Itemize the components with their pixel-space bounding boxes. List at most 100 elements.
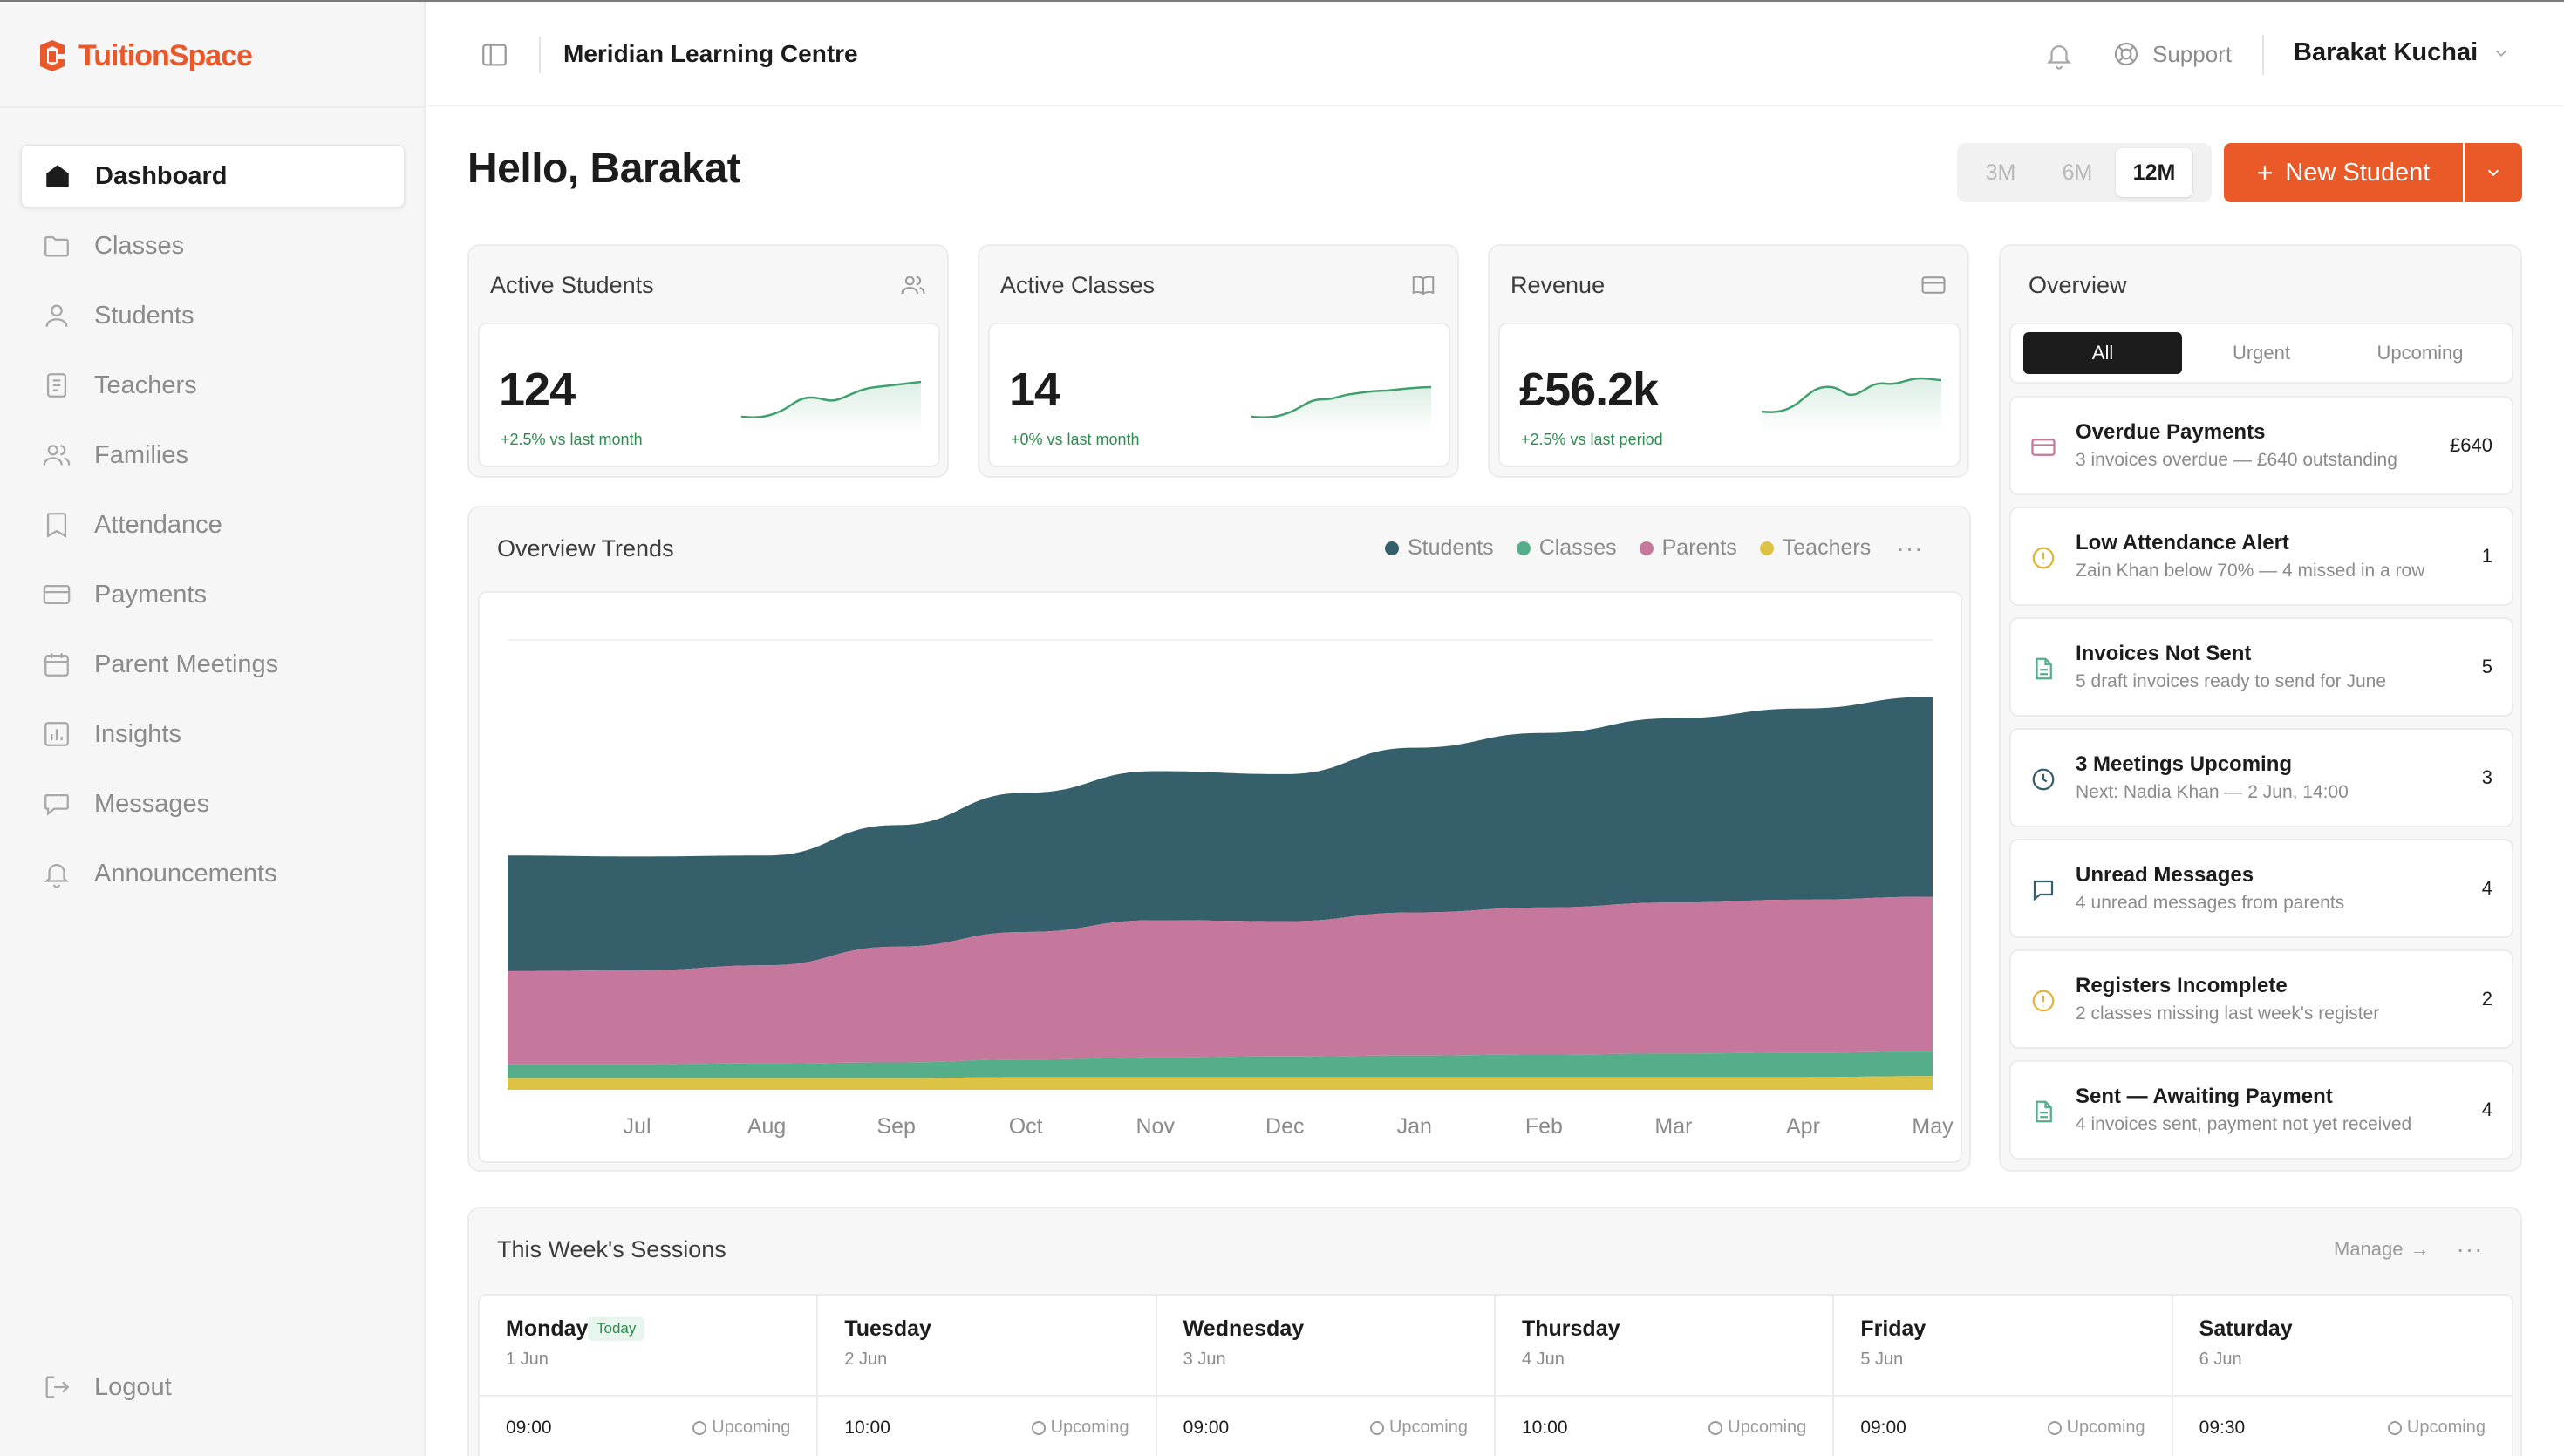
plus-icon: + bbox=[2256, 157, 2274, 188]
session-time[interactable]: 09:00 bbox=[1183, 1418, 1230, 1438]
session-status-label: Upcoming bbox=[2066, 1418, 2145, 1437]
new-student-menu-button[interactable] bbox=[2465, 143, 2522, 202]
x-tick-label: Feb bbox=[1525, 1114, 1563, 1139]
new-student-label: New Student bbox=[2285, 158, 2431, 187]
page-title: Hello, Barakat bbox=[467, 146, 741, 192]
day-header: Monday Today 1 Jun bbox=[480, 1296, 817, 1397]
week-sessions-card: This Week's Sessions Manage → ··· Monday… bbox=[467, 1207, 2522, 1456]
x-tick-label: Sep bbox=[876, 1114, 915, 1139]
sidebar-item-dashboard[interactable]: Dashboard bbox=[21, 145, 405, 208]
overview-item-registers-incomplete[interactable]: Registers Incomplete 2 classes missing l… bbox=[2009, 949, 2513, 1049]
sidebar-item-insights[interactable]: Insights bbox=[21, 703, 405, 765]
session-time[interactable]: 09:00 bbox=[1860, 1418, 1906, 1438]
sidebar-item-attendance[interactable]: Attendance bbox=[21, 493, 405, 556]
support-link[interactable]: Support bbox=[2112, 40, 2232, 68]
user-menu[interactable]: Barakat Kuchai bbox=[2294, 38, 2511, 67]
sparkline bbox=[741, 380, 921, 432]
tab-all[interactable]: All bbox=[2023, 332, 2182, 374]
logout-button[interactable]: Logout bbox=[42, 1372, 172, 1402]
legend-item-parents[interactable]: Parents bbox=[1639, 535, 1737, 561]
header-divider bbox=[2262, 35, 2264, 75]
user-icon bbox=[45, 304, 68, 327]
sidebar-item-families[interactable]: Families bbox=[21, 424, 405, 486]
chevron-down-icon bbox=[2487, 169, 2499, 177]
session-status-label: Upcoming bbox=[1728, 1418, 1807, 1437]
legend-item-students[interactable]: Students bbox=[1385, 535, 1494, 561]
sidebar-item-parent-meetings[interactable]: Parent Meetings bbox=[21, 633, 405, 696]
overview-item-invoices-not-sent[interactable]: Invoices Not Sent 5 draft invoices ready… bbox=[2009, 617, 2513, 717]
sidebar-item-announcements[interactable]: Announcements bbox=[21, 842, 405, 905]
area-series-students[interactable] bbox=[508, 697, 1933, 971]
overview-item-low-attendance[interactable]: Low Attendance Alert Zain Khan below 70%… bbox=[2009, 507, 2513, 606]
status-circle-icon bbox=[692, 1420, 707, 1435]
sidebar-item-messages[interactable]: Messages bbox=[21, 772, 405, 835]
session-time[interactable]: 10:00 bbox=[844, 1418, 890, 1438]
stat-title: Active Students bbox=[490, 272, 654, 298]
sidebar-item-classes[interactable]: Classes bbox=[21, 214, 405, 277]
sidebar-item-teachers[interactable]: Teachers bbox=[21, 354, 405, 417]
sidebar-item-label: Dashboard bbox=[95, 161, 228, 190]
day-date: 5 Jun bbox=[1860, 1350, 1904, 1369]
arrow-right-icon: → bbox=[2410, 1238, 2430, 1260]
session-status-label: Upcoming bbox=[2406, 1418, 2486, 1437]
header-divider bbox=[539, 37, 541, 73]
overview-item-title: Invoices Not Sent bbox=[2076, 642, 2252, 665]
day-date: 2 Jun bbox=[844, 1350, 888, 1369]
sidebar-item-students[interactable]: Students bbox=[21, 284, 405, 347]
area-series-teachers[interactable] bbox=[508, 1076, 1933, 1090]
stat-body: £56.2k +2.5% vs last period bbox=[1498, 323, 1961, 467]
bookmark-icon bbox=[46, 513, 67, 538]
tab-urgent[interactable]: Urgent bbox=[2232, 342, 2291, 364]
area-series-parents[interactable] bbox=[508, 896, 1933, 1065]
overview-title: Overview bbox=[2029, 272, 2127, 298]
stat-body: 14 +0% vs last month bbox=[988, 323, 1450, 467]
x-tick-label: Dec bbox=[1265, 1114, 1304, 1139]
sidebar-toggle-icon[interactable] bbox=[480, 40, 509, 70]
range-6m-button[interactable]: 6M bbox=[2062, 160, 2093, 185]
overview-item-unread-messages[interactable]: Unread Messages 4 unread messages from p… bbox=[2009, 839, 2513, 938]
overview-tabs: All Urgent Upcoming bbox=[2009, 323, 2513, 384]
overview-item-subtitle: Next: Nadia Khan — 2 Jun, 14:00 bbox=[2076, 782, 2349, 802]
session-time[interactable]: 10:00 bbox=[1521, 1418, 1568, 1438]
users-icon bbox=[901, 276, 925, 295]
x-tick-label: Apr bbox=[1786, 1114, 1820, 1139]
credit-card-icon bbox=[43, 584, 71, 605]
overview-panel: Overview All Urgent Upcoming Overdue Pay… bbox=[1999, 244, 2522, 1172]
tab-upcoming[interactable]: Upcoming bbox=[2376, 342, 2464, 364]
day-column-thursday: Thursday 4 Jun 10:00 Upcoming bbox=[1495, 1296, 1835, 1456]
overview-item-awaiting-payment[interactable]: Sent — Awaiting Payment 4 invoices sent,… bbox=[2009, 1060, 2513, 1160]
session-time[interactable]: 09:30 bbox=[2199, 1418, 2246, 1438]
sidebar-item-label: Classes bbox=[94, 231, 185, 260]
more-options-icon[interactable]: ··· bbox=[2456, 1235, 2484, 1262]
legend-swatch bbox=[1759, 541, 1774, 555]
range-selector: 3M 6M 12M bbox=[1957, 143, 2212, 202]
org-name[interactable]: Meridian Learning Centre bbox=[563, 40, 858, 67]
trends-title: Overview Trends bbox=[497, 535, 674, 561]
legend-item-teachers[interactable]: Teachers bbox=[1759, 535, 1871, 561]
sidebar-item-payments[interactable]: Payments bbox=[21, 563, 405, 626]
legend-swatch bbox=[1516, 541, 1531, 555]
notifications-icon[interactable] bbox=[2044, 40, 2074, 70]
session-status: Upcoming bbox=[1708, 1418, 1806, 1438]
session-status: Upcoming bbox=[1031, 1418, 1129, 1438]
range-3m-button[interactable]: 3M bbox=[1985, 160, 2016, 185]
new-student-button[interactable]: + New Student bbox=[2224, 143, 2463, 202]
session-time[interactable]: 09:00 bbox=[506, 1418, 552, 1438]
manage-label: Manage bbox=[2334, 1238, 2404, 1260]
session-status-label: Upcoming bbox=[712, 1418, 791, 1437]
overview-item-overdue-payments[interactable]: Overdue Payments 3 invoices overdue — £6… bbox=[2009, 396, 2513, 495]
sessions-title: This Week's Sessions bbox=[497, 1236, 726, 1262]
area-series-classes[interactable] bbox=[508, 1051, 1933, 1078]
status-circle-icon bbox=[2047, 1420, 2062, 1435]
overview-item-meetings-upcoming[interactable]: 3 Meetings Upcoming Next: Nadia Khan — 2… bbox=[2009, 728, 2513, 827]
sidebar: TuitionSpace Dashboard Classes Students … bbox=[0, 2, 426, 1456]
brand[interactable]: TuitionSpace bbox=[33, 35, 253, 77]
day-date: 1 Jun bbox=[506, 1350, 549, 1369]
manage-link[interactable]: Manage → bbox=[2334, 1238, 2430, 1261]
overview-item-count: 2 bbox=[2481, 988, 2492, 1010]
more-options-icon[interactable]: ··· bbox=[1896, 534, 1924, 561]
range-12m-button[interactable]: 12M bbox=[2116, 148, 2192, 197]
file-text-icon bbox=[2036, 1100, 2052, 1123]
stat-value: £56.2k bbox=[1519, 364, 1659, 416]
legend-item-classes[interactable]: Classes bbox=[1516, 535, 1617, 561]
